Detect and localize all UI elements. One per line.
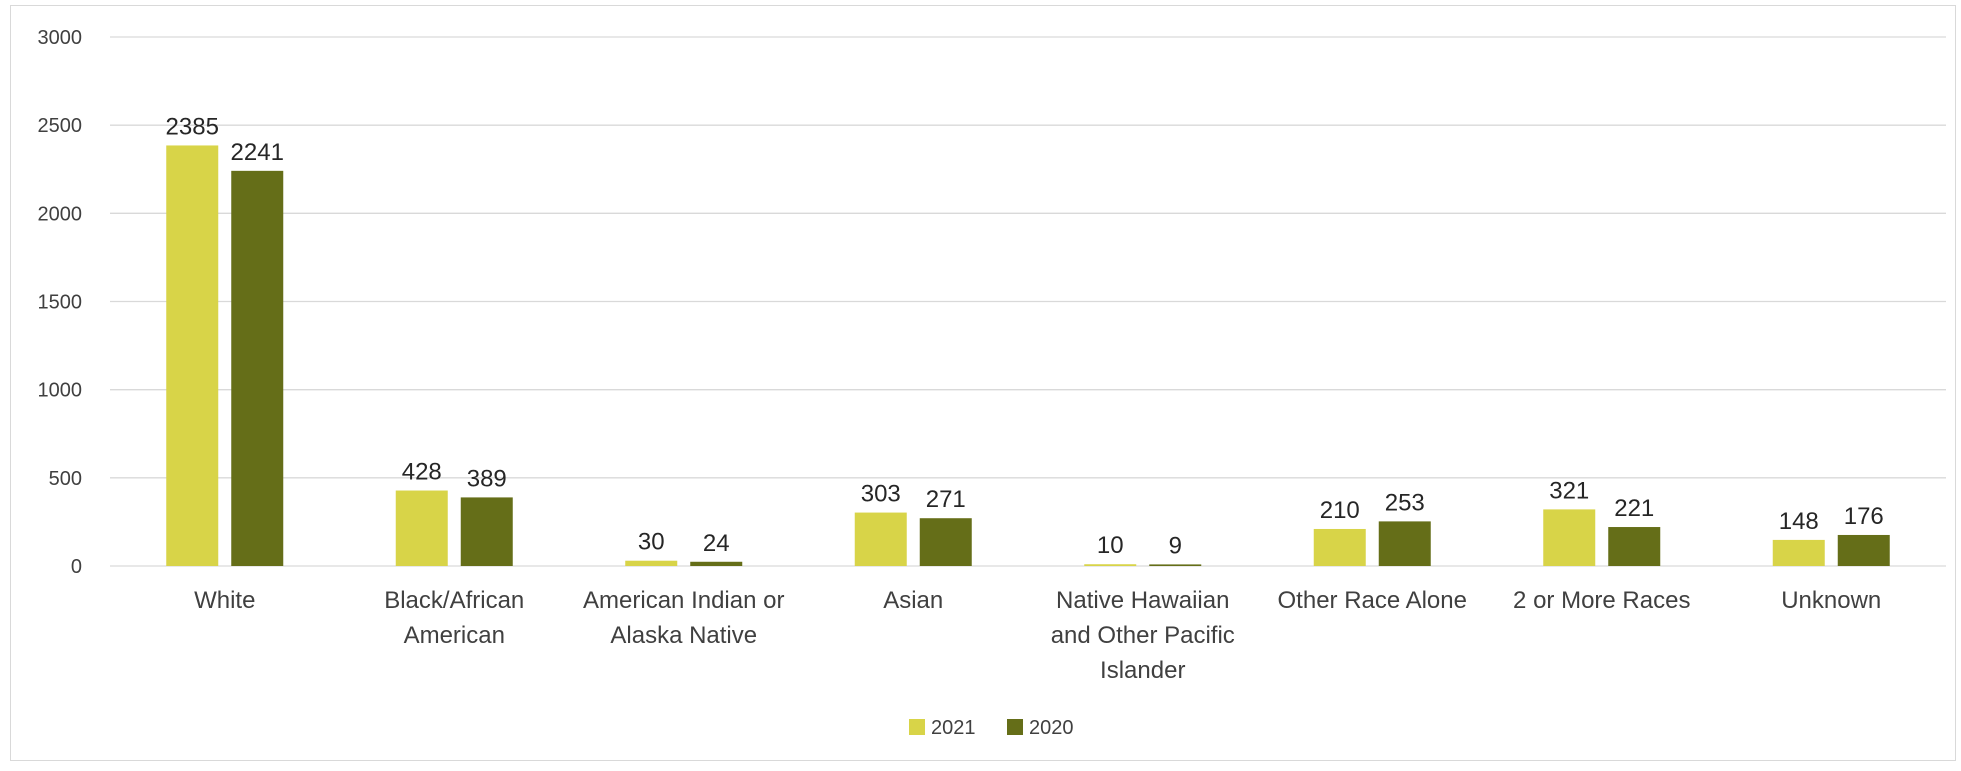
bar-2021 <box>1543 509 1596 566</box>
bar-2021 <box>1313 528 1366 566</box>
y-tick-label: 500 <box>49 468 82 490</box>
x-tick-label: Other Race Alone <box>1278 587 1467 614</box>
y-tick-label: 1000 <box>38 380 83 402</box>
bar-2020 <box>460 497 513 566</box>
bar-2021 <box>625 560 678 566</box>
x-tick-label: Asian <box>883 587 943 614</box>
y-tick-label: 2000 <box>38 203 83 225</box>
data-labels: 2385 2241 428 389 30 24 303 271 10 9 210 253 321 221 1… <box>166 113 1884 559</box>
bar-2020 <box>1378 521 1431 566</box>
bar-2021 <box>1084 564 1137 566</box>
x-tick-label: Black/African <box>384 587 524 614</box>
x-tick-label: Alaska Native <box>610 622 757 649</box>
legend-swatch-2020 <box>1007 719 1023 735</box>
data-label: 303 <box>861 481 901 508</box>
data-label: 2241 <box>231 139 284 166</box>
x-tick-label: Unknown <box>1781 587 1881 614</box>
bar-2021 <box>854 512 907 566</box>
bar-2020 <box>690 561 743 566</box>
x-tick-label: White <box>194 587 255 614</box>
data-label: 321 <box>1549 477 1589 504</box>
data-label: 9 <box>1169 532 1182 559</box>
y-tick-label: 1500 <box>38 292 83 314</box>
data-label: 428 <box>402 459 442 486</box>
x-axis-ticks: White Black/African American American India… <box>194 587 1881 684</box>
x-tick-label: and Other Pacific <box>1051 622 1235 649</box>
legend-label: 2020 <box>1029 717 1074 739</box>
data-label: 148 <box>1779 508 1819 535</box>
data-label: 389 <box>467 465 507 492</box>
legend: 2021 2020 <box>909 717 1074 739</box>
data-label: 271 <box>926 486 966 513</box>
data-label: 10 <box>1097 532 1124 559</box>
bar-2021 <box>395 490 448 566</box>
data-label: 24 <box>703 530 730 557</box>
bar-2020 <box>1837 534 1890 566</box>
bar-2020 <box>1149 564 1202 566</box>
x-tick-label: Islander <box>1100 657 1185 684</box>
y-axis-ticks: 0 500 1000 1500 2000 2500 3000 <box>38 27 83 578</box>
y-tick-label: 0 <box>71 556 82 578</box>
data-label: 30 <box>638 529 665 556</box>
x-tick-label: American Indian or <box>583 587 784 614</box>
bar-2020 <box>919 518 972 566</box>
y-tick-label: 3000 <box>38 27 83 49</box>
data-label: 176 <box>1844 503 1884 530</box>
x-tick-label: 2 or More Races <box>1513 587 1690 614</box>
legend-swatch-2021 <box>909 719 925 735</box>
data-label: 221 <box>1614 495 1654 522</box>
data-label: 210 <box>1320 497 1360 524</box>
bar-2020 <box>231 170 284 566</box>
bar-2021 <box>166 145 219 566</box>
bar-2020 <box>1608 527 1661 566</box>
chart-frame <box>10 5 1956 761</box>
x-tick-label: American <box>404 622 505 649</box>
y-tick-label: 2500 <box>38 115 83 137</box>
x-tick-label: Native Hawaiian <box>1056 587 1229 614</box>
bars <box>166 145 1890 566</box>
data-label: 2385 <box>166 113 219 140</box>
gridlines <box>110 36 1946 567</box>
data-label: 253 <box>1385 489 1425 516</box>
bar-2021 <box>1772 539 1825 566</box>
legend-label: 2021 <box>931 717 976 739</box>
